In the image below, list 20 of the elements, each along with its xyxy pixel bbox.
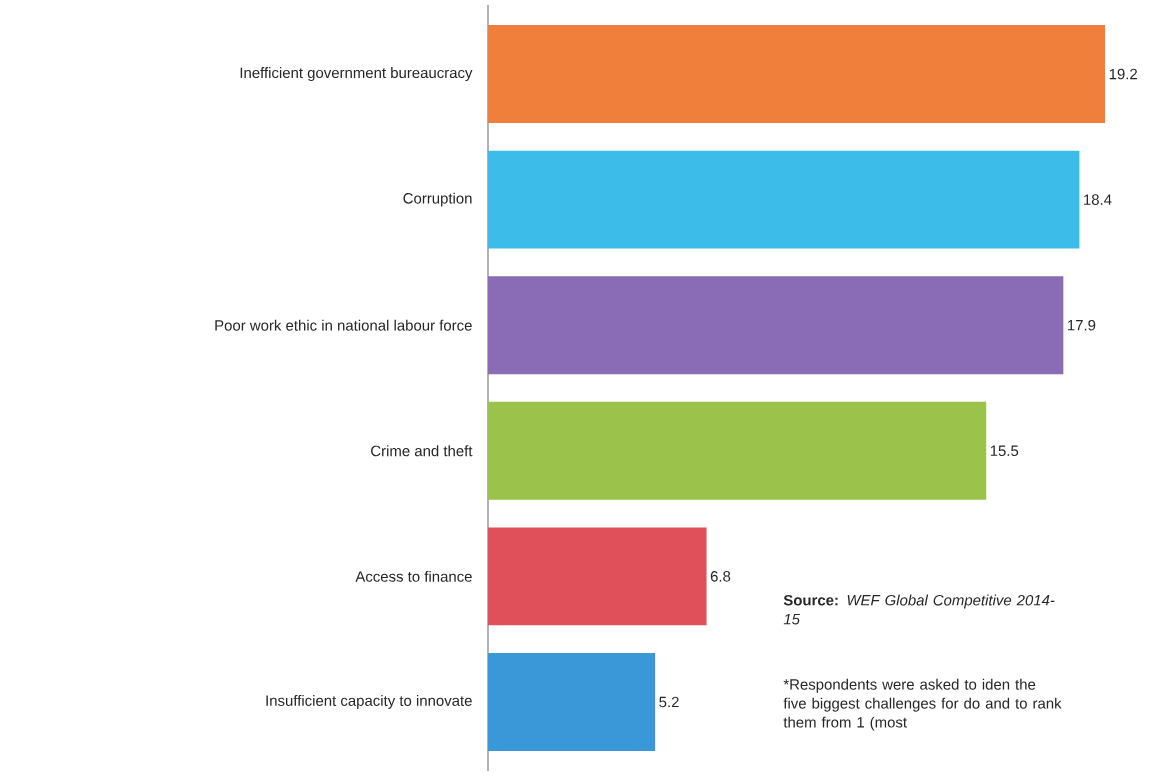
bar [488,276,1064,375]
data-label: 5.2 [659,696,679,708]
y-tick-label: Crime and theft [371,445,473,457]
bar [488,527,707,626]
bar [488,25,1106,124]
bar [488,652,656,751]
y-tick-label: Corruption [403,192,472,207]
y-tick-label: Insufficient capacity to innovate [266,694,472,709]
data-label: 18.4 [1084,194,1112,205]
bar [488,401,987,500]
text: Source: WEF Global Competitive 2014-15 [783,594,1055,625]
data-label: 6.8 [710,571,731,582]
y-tick-label: Inefficient government bureaucracy [240,67,473,82]
bar [488,150,1080,249]
y-tick-label: Poor work ethic in national labour force [215,319,472,331]
data-label: 17.9 [1068,319,1096,331]
data-label: 19.2 [1109,68,1137,80]
y-tick-label: Access to finance [355,570,472,582]
data-label: 15.5 [990,445,1019,456]
annotation: *Respondents were asked to iden the five biggest challenges for do and to rank them from 1 (most [783,678,1062,731]
